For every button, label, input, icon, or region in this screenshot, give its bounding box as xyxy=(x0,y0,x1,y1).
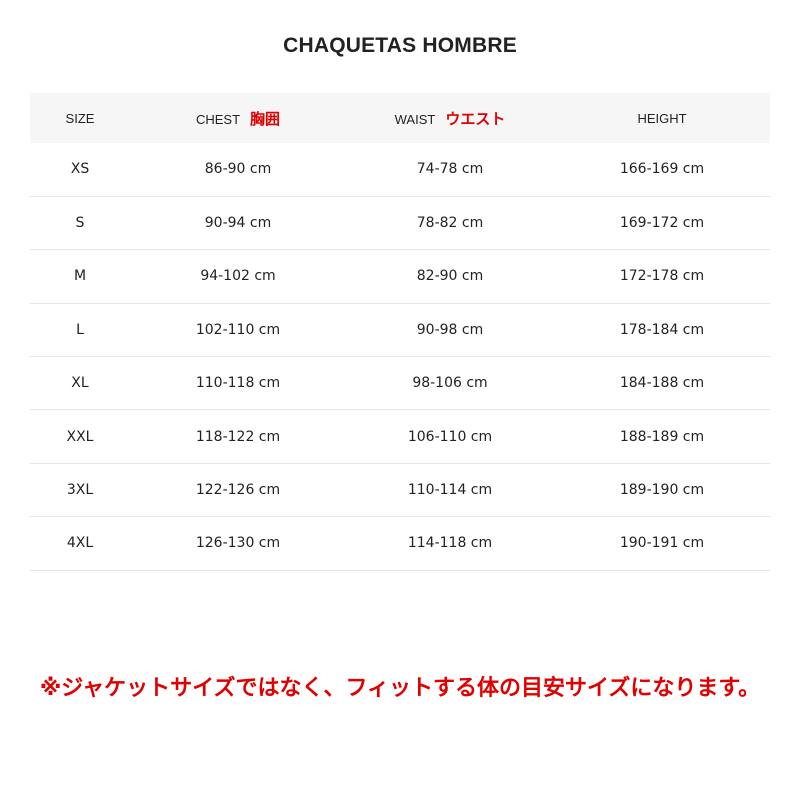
table-row: XL 110-118 cm 98-106 cm 184-188 cm xyxy=(30,357,770,410)
table-row: 4XL 126-130 cm 114-118 cm 190-191 cm xyxy=(30,517,770,571)
table-row: XXL 118-122 cm 106-110 cm 188-189 cm xyxy=(30,410,770,464)
page-title: CHAQUETAS HOMBRE xyxy=(283,34,517,57)
waist-cell: 82-90 cm xyxy=(416,268,484,285)
waist-cell: 114-118 cm xyxy=(407,535,493,552)
size-cell: XL xyxy=(71,375,89,392)
chest-cell: 90-94 cm xyxy=(204,215,272,232)
header-height: HEIGHT xyxy=(554,93,770,143)
waist-cell: 74-78 cm xyxy=(416,161,484,178)
header-label: SIZE xyxy=(65,110,95,126)
fit-note: ※ジャケットサイズではなく、フィットする体の目安サイズになります。 xyxy=(39,676,761,701)
chest-cell: 86-90 cm xyxy=(204,161,272,178)
size-cell: XS xyxy=(70,161,90,178)
header-jp-label: 胸囲 xyxy=(250,110,281,128)
chest-cell: 94-102 cm xyxy=(200,268,276,285)
height-cell: 184-188 cm xyxy=(619,375,705,392)
height-cell: 190-191 cm xyxy=(619,535,705,552)
size-cell: XXL xyxy=(66,428,94,445)
chest-cell: 126-130 cm xyxy=(195,535,281,552)
height-cell: 172-178 cm xyxy=(619,268,705,285)
waist-cell: 78-82 cm xyxy=(416,215,484,232)
height-cell: 169-172 cm xyxy=(619,215,705,232)
height-cell: 189-190 cm xyxy=(619,482,705,499)
header-waist: WAIST ウエスト xyxy=(346,93,554,143)
header-label: CHEST xyxy=(195,111,241,127)
header-label: HEIGHT xyxy=(637,110,687,126)
waist-cell: 98-106 cm xyxy=(412,375,488,392)
size-cell: M xyxy=(73,268,87,285)
size-cell: 3XL xyxy=(66,482,94,499)
table-row: 3XL 122-126 cm 110-114 cm 189-190 cm xyxy=(30,463,770,517)
chest-cell: 110-118 cm xyxy=(195,375,281,392)
size-cell: S xyxy=(75,215,85,232)
height-cell: 188-189 cm xyxy=(619,428,705,445)
header-chest: CHEST 胸囲 xyxy=(130,93,346,143)
header-jp-label: ウエスト xyxy=(445,110,506,128)
waist-cell: 110-114 cm xyxy=(407,482,493,499)
waist-cell: 106-110 cm xyxy=(407,428,493,445)
chest-cell: 122-126 cm xyxy=(195,482,281,499)
height-cell: 178-184 cm xyxy=(619,321,705,338)
chest-cell: 118-122 cm xyxy=(195,428,281,445)
table-row: M 94-102 cm 82-90 cm 172-178 cm xyxy=(30,250,770,304)
header-label: WAIST xyxy=(394,111,436,127)
table-row: L 102-110 cm 90-98 cm 178-184 cm xyxy=(30,303,770,357)
table-row: S 90-94 cm 78-82 cm 169-172 cm xyxy=(30,196,770,250)
waist-cell: 90-98 cm xyxy=(416,321,484,338)
table-row: XS 86-90 cm 74-78 cm 166-169 cm xyxy=(30,143,770,197)
size-cell: 4XL xyxy=(66,535,94,552)
chest-cell: 102-110 cm xyxy=(195,321,281,338)
height-cell: 166-169 cm xyxy=(619,161,705,178)
header-size: SIZE xyxy=(30,93,130,143)
table-header-row: SIZE CHEST 胸囲 WAIST ウエスト HEIGHT xyxy=(30,93,770,143)
size-cell: L xyxy=(76,321,84,338)
size-table: SIZE CHEST 胸囲 WAIST ウエスト HEIGHT XS 86-90 cm… xyxy=(30,93,770,571)
